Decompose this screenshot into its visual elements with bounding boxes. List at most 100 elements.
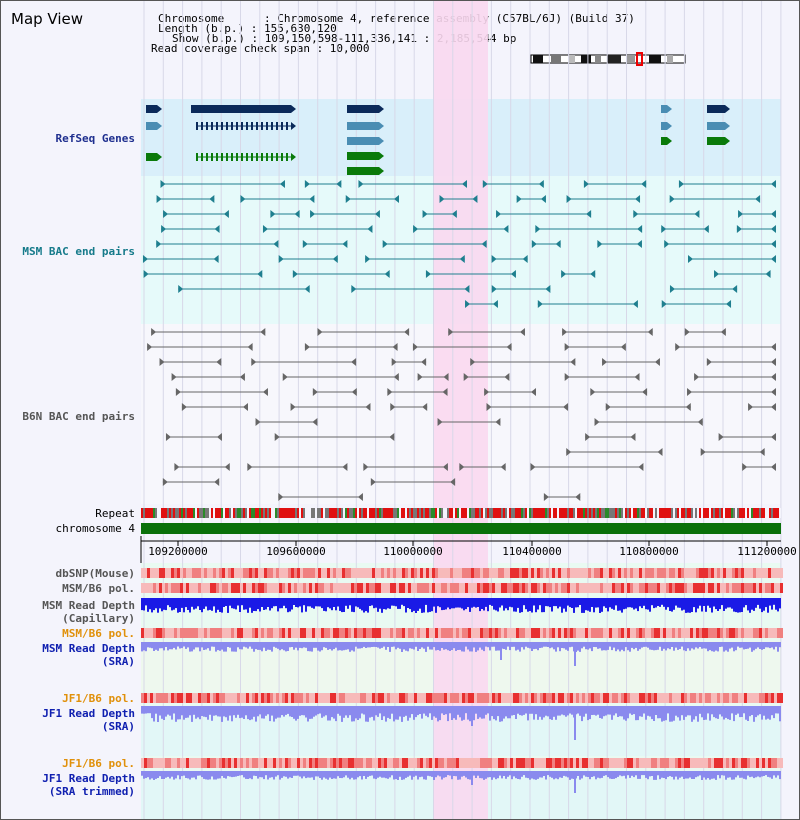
msm-capillary-depth-bar xyxy=(289,598,291,612)
b6n-bac-pair-end xyxy=(342,463,348,471)
msm-b6-pol-cell xyxy=(645,628,648,638)
jf1-trim-depth-bar xyxy=(623,771,625,776)
jf1-b6-pol-cell xyxy=(225,693,228,703)
jf1-trim-depth-bar xyxy=(679,771,681,778)
jf1-sra-depth-bar xyxy=(761,706,763,720)
jf1-trim-depth-bar xyxy=(379,771,381,777)
jf1-b6-pol-cell xyxy=(180,758,183,768)
dbsnp-cell xyxy=(180,568,183,578)
jf1-b6-pol-cell xyxy=(264,693,267,703)
jf1-trim-depth-bar xyxy=(665,771,667,780)
gene-exon xyxy=(226,122,228,130)
dbsnp-cell xyxy=(375,568,378,578)
repeat-feature xyxy=(751,508,753,518)
repeat-feature xyxy=(687,508,689,518)
jf1-sra-depth-bar xyxy=(753,706,755,722)
msm-b6-pol-cell xyxy=(441,583,444,593)
msm-bac-pair-end xyxy=(688,255,694,263)
msm-capillary-depth-bar xyxy=(395,598,397,607)
msm-sra-depth-bar xyxy=(581,642,583,649)
msm-sra-depth-bar xyxy=(161,642,163,649)
jf1-sra-depth-bar xyxy=(183,706,185,720)
repeat-feature xyxy=(535,508,537,518)
jf1-sra-depth-bar xyxy=(267,706,269,715)
msm-capillary-depth-bar xyxy=(641,598,643,609)
msm-capillary-depth-bar xyxy=(257,598,259,610)
msm-capillary-depth-bar xyxy=(549,598,551,608)
gene-exon xyxy=(276,122,278,130)
msm-sra-depth-bar xyxy=(415,642,417,647)
repeat-feature xyxy=(459,508,461,518)
jf1-trim-depth-bar xyxy=(233,771,235,777)
jf1-b6-pol-cell xyxy=(585,758,588,768)
jf1-sra-depth-bar xyxy=(603,706,605,717)
msm-capillary-depth-bar xyxy=(415,598,417,613)
repeat-feature xyxy=(509,508,511,518)
jf1-trim-depth-bar xyxy=(733,771,735,780)
gene-exon xyxy=(286,153,288,161)
repeat-feature xyxy=(717,508,719,518)
repeat-feature xyxy=(671,508,673,518)
msm-sra-depth-bar xyxy=(421,642,423,648)
dbsnp-cell xyxy=(768,568,771,578)
msm-sra-depth-bar xyxy=(597,642,599,649)
dbsnp-cell xyxy=(546,568,549,578)
jf1-b6-pol-cell xyxy=(207,693,210,703)
jf1-sra-depth-bar xyxy=(527,706,529,721)
jf1-sra-depth-bar xyxy=(305,706,307,718)
msm-capillary-depth-bar xyxy=(617,598,619,611)
msm-b6-pol-cell xyxy=(402,583,405,593)
repeat-feature xyxy=(221,508,223,518)
jf1-trim-depth-bar xyxy=(303,771,305,777)
repeat-feature xyxy=(227,508,229,518)
msm-sra-depth-bar xyxy=(209,642,211,651)
repeat-feature xyxy=(393,508,395,518)
jf1-b6-pol-cell xyxy=(207,758,210,768)
msm-capillary-depth-bar xyxy=(279,598,281,609)
msm-b6-pol-cell xyxy=(516,583,519,593)
msm-sra-depth-bar xyxy=(507,642,509,647)
b6n-bac-pair-end xyxy=(393,373,399,381)
repeat-feature xyxy=(303,508,305,518)
msm-b6-pol-cell xyxy=(591,583,594,593)
gene-exon xyxy=(201,122,203,130)
jf1-b6-pol-cell xyxy=(525,693,528,703)
jf1-trim-depth-bar xyxy=(691,771,693,779)
gene-exon xyxy=(216,153,218,161)
repeat-feature xyxy=(697,508,699,518)
jf1-trim-depth-bar xyxy=(483,771,485,780)
repeat-feature xyxy=(351,508,353,518)
msm-sra-depth-bar xyxy=(729,642,731,649)
msm-sra-depth-bar xyxy=(333,642,335,650)
msm-capillary-depth-bar xyxy=(261,598,263,607)
dbsnp-cell xyxy=(489,568,492,578)
msm-sra-depth-bar xyxy=(537,642,539,651)
msm-sra-depth-bar xyxy=(563,642,565,649)
msm-b6-pol-cell xyxy=(654,628,657,638)
chromosome-ideogram[interactable] xyxy=(529,52,689,66)
repeat-feature xyxy=(151,508,153,518)
dbsnp-cell xyxy=(624,568,627,578)
msm-capillary-depth-bar xyxy=(741,598,743,612)
jf1-sra-depth-bar xyxy=(227,706,229,721)
msm-b6-pol-cell xyxy=(261,628,264,638)
msm-b6-pol-cell xyxy=(243,628,246,638)
msm-b6-pol-cell xyxy=(408,628,411,638)
jf1-b6-pol-cell xyxy=(222,758,225,768)
msm-b6-pol-cell xyxy=(462,583,465,593)
jf1-sra-depth-bar xyxy=(381,706,383,720)
msm-b6-pol-cell xyxy=(588,583,591,593)
msm-capillary-depth-bar xyxy=(475,598,477,608)
msm-b6-pol-cell xyxy=(393,628,396,638)
jf1-sra-depth-bar xyxy=(257,706,259,717)
repeat-feature xyxy=(647,508,649,518)
msm-b6-pol-cell xyxy=(738,583,741,593)
msm-sra-depth-bar xyxy=(351,642,353,651)
msm-b6-pol-cell xyxy=(159,628,162,638)
msm-sra-depth-bar xyxy=(365,642,367,648)
msm-b6-pol-cell xyxy=(687,628,690,638)
msm-capillary-depth-bar xyxy=(341,598,343,613)
msm-b6-pol-cell xyxy=(222,583,225,593)
b6n-bac-pair-end xyxy=(771,463,776,471)
